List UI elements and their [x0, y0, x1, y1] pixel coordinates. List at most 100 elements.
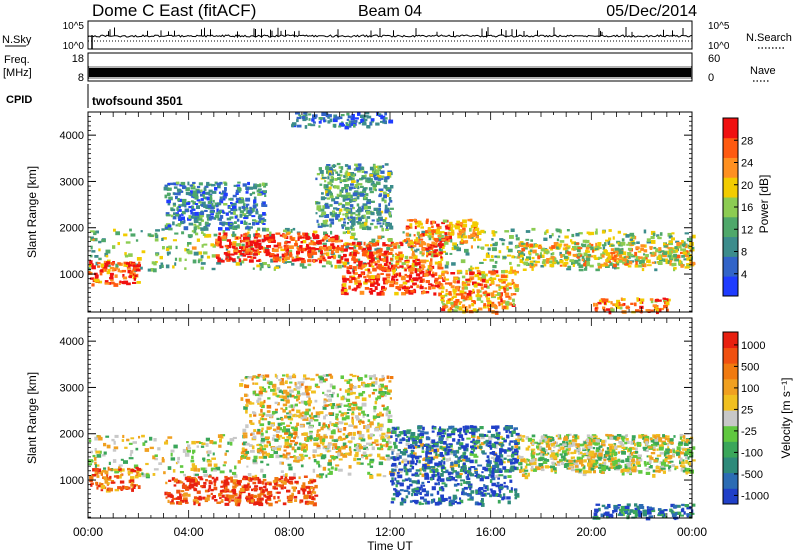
echo-cell	[324, 202, 329, 205]
echo-cell	[437, 234, 442, 237]
echo-cell	[572, 253, 578, 257]
echo-cell	[192, 190, 198, 195]
echo-cell	[205, 221, 209, 225]
echo-cell	[419, 271, 422, 275]
echo-cell	[364, 174, 367, 177]
echo-cell	[363, 263, 367, 266]
echo-cell	[262, 455, 267, 459]
echo-cell	[645, 471, 651, 475]
echo-cell	[339, 388, 342, 391]
echo-cell	[667, 232, 672, 237]
echo-cell	[445, 437, 449, 441]
echo-cell	[386, 269, 391, 273]
echo-cell	[421, 435, 424, 439]
echo-cell	[414, 222, 418, 225]
echo-cell	[147, 268, 151, 272]
echo-cell	[607, 241, 610, 245]
echo-cell	[325, 166, 328, 170]
echo-cell	[229, 441, 233, 446]
echo-cell	[341, 226, 344, 229]
echo-cell	[665, 301, 670, 306]
echo-cell	[431, 241, 436, 245]
echo-cell	[549, 235, 552, 239]
echo-cell	[466, 283, 471, 286]
echo-cell	[559, 229, 562, 234]
echo-cell	[410, 285, 413, 289]
echo-cell	[679, 436, 683, 440]
echo-cell	[566, 268, 572, 271]
echo-cell	[341, 275, 346, 279]
echo-cell	[545, 260, 549, 264]
echo-cell	[212, 244, 216, 248]
echo-cell	[414, 225, 417, 230]
echo-cell	[282, 502, 287, 506]
echo-cell	[236, 482, 242, 486]
echo-cell	[356, 461, 361, 465]
echo-cell	[306, 243, 310, 248]
echo-cell	[287, 443, 293, 446]
echo-cell	[282, 234, 288, 238]
echo-cell	[363, 264, 367, 267]
echo-cell	[564, 258, 569, 262]
echo-cell	[227, 498, 231, 502]
echo-cell	[376, 212, 382, 216]
echo-cell	[358, 245, 362, 250]
echo-cell	[451, 296, 454, 300]
echo-cell	[323, 252, 328, 255]
echo-cell	[283, 229, 287, 233]
colorbar-segment	[723, 276, 738, 297]
echo-cell	[429, 261, 433, 265]
echo-cell	[318, 435, 323, 440]
echo-cell	[89, 263, 93, 267]
echo-cell	[165, 481, 168, 485]
echo-cell	[684, 266, 690, 269]
echo-cell	[176, 192, 181, 196]
echo-cell	[420, 241, 425, 245]
echo-cell	[306, 395, 311, 398]
echo-cell	[335, 236, 339, 241]
echo-cell	[325, 190, 328, 195]
echo-cell	[166, 199, 171, 204]
echo-cell	[428, 267, 433, 271]
echo-cell	[572, 246, 577, 249]
echo-cell	[240, 260, 245, 264]
echo-cell	[582, 472, 587, 477]
echo-cell	[238, 200, 243, 204]
echo-cell	[652, 252, 655, 255]
echo-cell	[107, 264, 111, 268]
echo-cell	[522, 244, 526, 247]
echo-cell	[263, 185, 267, 188]
echo-cell	[342, 231, 346, 235]
echo-cell	[255, 222, 260, 225]
echo-cell	[172, 265, 175, 269]
echo-cell	[320, 245, 323, 249]
echo-cell	[267, 385, 271, 389]
echo-cell	[486, 297, 491, 300]
echo-cell	[453, 463, 458, 467]
echo-cell	[583, 258, 585, 262]
echo-cell	[412, 244, 417, 248]
echo-cell	[412, 282, 417, 285]
echo-cell	[384, 217, 388, 220]
echo-cell	[187, 202, 191, 205]
echo-cell	[103, 451, 107, 455]
echo-cell	[175, 497, 178, 500]
echo-cell	[203, 197, 206, 200]
echo-cell	[300, 241, 303, 244]
echo-cell	[271, 239, 276, 243]
echo-cell	[115, 231, 120, 236]
echo-cell	[178, 214, 181, 218]
echo-cell	[242, 477, 247, 481]
echo-cell	[178, 481, 184, 484]
echo-cell	[174, 257, 178, 261]
echo-cell	[92, 238, 95, 241]
echo-cell	[327, 197, 331, 200]
echo-cell	[267, 264, 270, 267]
echo-cell	[492, 265, 497, 269]
echo-cell	[477, 276, 481, 281]
echo-cell	[263, 219, 267, 222]
echo-cell	[154, 238, 159, 242]
echo-cell	[385, 222, 389, 227]
echo-cell	[459, 290, 465, 294]
echo-cell	[348, 172, 354, 176]
